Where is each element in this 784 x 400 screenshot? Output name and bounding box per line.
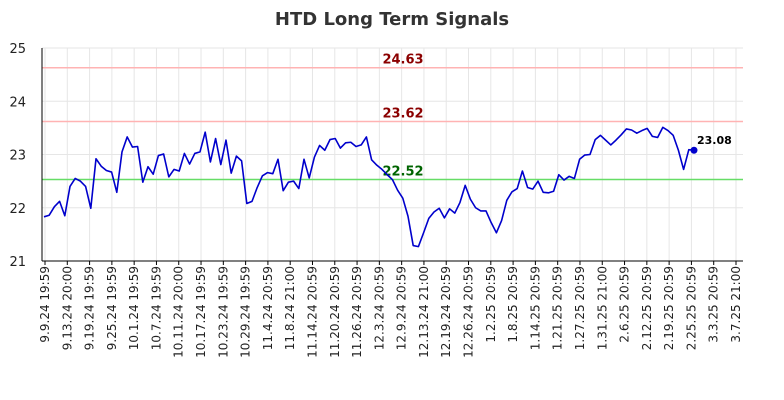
reference-line-label: 22.52	[382, 165, 423, 180]
x-tick-label: 9.19.24 19:59	[83, 266, 97, 350]
x-tick-label: 10.1.24 19:59	[127, 266, 141, 350]
series-layer: 23.08	[43, 126, 732, 248]
x-tick-label: 1.2.25 20:59	[484, 266, 498, 343]
x-tick-label: 9.13.24 20:00	[60, 266, 74, 350]
x-tick-label: 11.20.24 20:59	[328, 266, 342, 358]
x-tick-label: 12.19.24 20:59	[439, 266, 453, 358]
grid	[42, 47, 743, 265]
x-tick-label: 11.14.24 20:59	[305, 266, 319, 358]
x-tick-label: 1.14.25 20:59	[528, 266, 542, 350]
x-tick-label: 1.8.25 20:59	[506, 266, 520, 343]
x-tick-labels: 9.9.24 19:59 9.13.24 20:00 9.19.24 19:59 9.…	[38, 266, 743, 358]
x-tick-label: 11.4.24 20:59	[261, 266, 275, 350]
x-tick-label: 2.25.25 20:59	[684, 266, 698, 350]
x-tick-label: 10.29.24 19:59	[239, 266, 253, 358]
x-tick-label: 10.17.24 19:59	[194, 266, 208, 358]
x-tick-label: 10.11.24 20:00	[172, 266, 186, 358]
last-value-label: 23.08	[697, 134, 732, 147]
x-tick-label: 2.19.25 20:59	[662, 266, 676, 350]
x-tick-label: 9.25.24 19:59	[105, 266, 119, 350]
x-tick-label: 12.9.24 20:59	[395, 266, 409, 350]
y-tick-label: 25	[9, 42, 26, 57]
x-tick-label: 3.3.25 20:59	[707, 266, 721, 343]
last-value-point	[690, 146, 698, 154]
chart-title: HTD Long Term Signals	[275, 9, 509, 30]
x-tick-label: 11.8.24 21:00	[283, 266, 297, 350]
axes	[41, 48, 743, 262]
y-tick-label: 23	[9, 149, 26, 164]
y-tick-label: 22	[9, 202, 26, 217]
y-tick-labels: 21 22 23 24 25	[9, 42, 26, 270]
y-tick-label: 24	[9, 95, 26, 110]
series-line	[43, 126, 695, 248]
x-tick-label: 11.26.24 20:59	[350, 266, 364, 358]
reference-line-label: 23.62	[382, 106, 423, 121]
x-tick-label: 1.21.25 20:59	[551, 266, 565, 350]
x-tick-label: 9.9.24 19:59	[38, 266, 52, 343]
x-tick-label: 2.6.25 20:59	[618, 266, 632, 343]
reference-lines: 24.63 23.62 22.52	[42, 53, 743, 181]
x-tick-label: 10.23.24 19:59	[216, 266, 230, 358]
x-tick-label: 1.27.25 20:59	[573, 266, 587, 350]
x-tick-label: 10.7.24 19:59	[149, 266, 163, 350]
y-tick-label: 21	[9, 255, 26, 270]
x-tick-label: 12.26.24 20:59	[462, 266, 476, 358]
reference-line-label: 24.63	[382, 53, 423, 68]
x-tick-label: 3.7.25 21:00	[729, 266, 743, 343]
x-tick-label: 1.31.25 21:00	[595, 266, 609, 350]
x-tick-label: 12.3.24 20:59	[372, 266, 386, 350]
x-tick-label: 2.12.25 20:59	[640, 266, 654, 350]
x-tick-label: 12.13.24 21:00	[417, 266, 431, 358]
